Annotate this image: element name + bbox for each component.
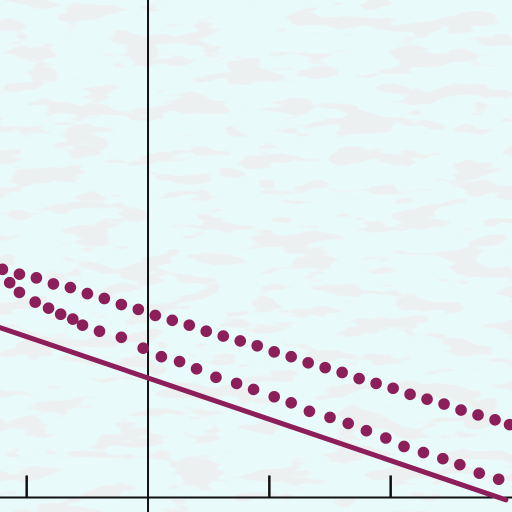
data-point-s2-18 [302,356,314,369]
data-point-s1-20 [342,417,355,430]
data-point-s1-2 [29,296,41,308]
data-point-s1-22 [380,432,392,444]
data-point-s2-27 [455,404,467,416]
data-point-s2-11 [183,319,196,331]
data-point-s2-16 [268,346,280,358]
data-point-s2-6 [98,292,111,305]
data-point-s2-1 [13,268,26,280]
data-point-s2-14 [234,335,247,347]
data-point-s1-18 [303,405,316,418]
data-point-s2-22 [370,377,382,390]
data-point-s1-8 [115,331,128,344]
data-point-s2-9 [149,309,162,322]
data-point-s2-15 [251,339,264,352]
data-point-s1-21 [360,424,373,437]
data-point-s1-3 [42,302,55,314]
data-point-s2-12 [200,325,213,338]
data-point-s1-19 [324,411,336,424]
data-point-s2-19 [319,361,331,374]
data-point-s1-15 [247,383,260,396]
data-point-s1-16 [268,390,280,403]
data-point-s1-26 [454,458,466,471]
data-point-s2-20 [336,366,348,379]
data-point-s1-0 [3,276,16,289]
trend-line [0,325,509,503]
data-point-s1-24 [417,446,430,459]
data-point-s2-17 [285,350,297,363]
data-point-s1-12 [190,363,203,375]
data-point-s1-23 [398,440,410,453]
data-point-s2-8 [132,303,145,316]
data-point-s1-28 [492,473,505,486]
data-point-s1-27 [473,467,486,479]
data-point-s2-7 [115,298,128,311]
data-point-s2-23 [387,382,399,395]
data-point-s2-25 [421,393,433,405]
data-point-s1-1 [13,286,26,299]
data-point-s2-5 [81,287,94,300]
data-point-s2-0 [0,263,9,276]
data-point-s2-21 [353,372,365,385]
data-point-s2-29 [489,413,501,426]
data-point-s2-13 [217,330,230,342]
data-point-s1-4 [54,308,67,321]
data-point-s1-11 [173,355,186,368]
data-point-s1-9 [137,342,149,355]
data-point-s2-26 [438,398,450,410]
data-point-s2-3 [47,278,60,290]
data-point-s2-24 [404,388,416,401]
data-point-s2-28 [472,409,484,421]
data-point-s2-30 [503,418,512,431]
data-point-s1-25 [437,452,449,465]
data-point-s1-13 [210,371,222,384]
data-point-s2-2 [30,272,43,284]
data-point-s2-4 [64,281,77,294]
data-point-s1-14 [230,377,243,390]
data-point-s1-10 [155,350,168,363]
series-layer [0,263,512,503]
data-point-s1-17 [285,397,297,409]
data-point-s1-7 [93,325,106,338]
data-point-s1-6 [76,319,89,331]
data-point-s1-5 [66,313,79,325]
data-point-s2-10 [166,314,179,327]
